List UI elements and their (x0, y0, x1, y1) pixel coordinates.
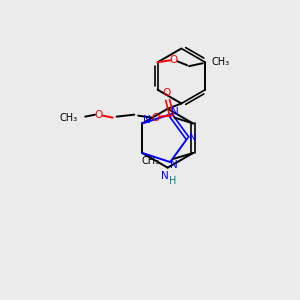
Text: N: N (170, 160, 178, 170)
Text: H: H (169, 176, 176, 186)
Text: N: N (143, 115, 151, 124)
Text: CH₃: CH₃ (212, 57, 230, 67)
Text: O: O (152, 112, 160, 123)
Text: O: O (163, 88, 171, 98)
Text: N: N (171, 107, 179, 117)
Text: CH₃: CH₃ (142, 156, 160, 166)
Text: CH₃: CH₃ (59, 112, 77, 123)
Text: N: N (190, 133, 197, 143)
Text: O: O (169, 55, 177, 65)
Text: N: N (161, 172, 169, 182)
Text: O: O (95, 110, 103, 120)
